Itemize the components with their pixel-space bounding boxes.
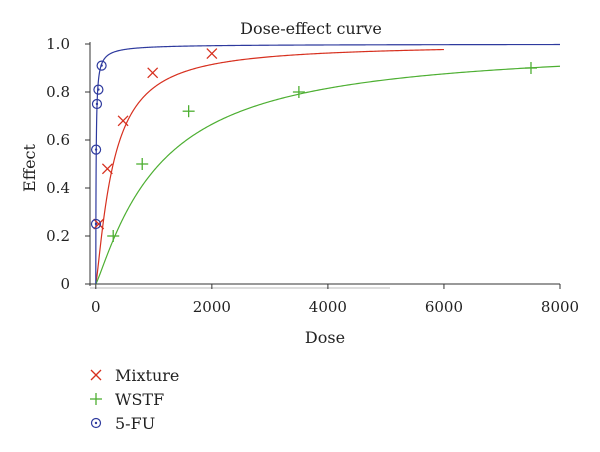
data-point-5-fu [93, 84, 104, 95]
data-point-mixture [117, 115, 129, 127]
data-point-5-fu [90, 218, 102, 230]
data-markers [90, 48, 537, 242]
data-point-5-fu [91, 98, 103, 110]
plot-frame [89, 42, 560, 289]
y-axis-title: Effect [20, 143, 39, 191]
data-point-wstf [107, 230, 120, 242]
curve-wstf [95, 65, 561, 285]
y-tick-label: 0.6 [46, 131, 70, 149]
y-tick-label: 0.8 [46, 83, 70, 101]
x-tick-label: 0 [91, 298, 101, 316]
y-tick-label: 0 [60, 275, 70, 293]
x-tick-label: 2000 [193, 298, 231, 316]
data-point-wstf [136, 158, 149, 170]
data-point-mixture [101, 163, 113, 175]
x-tick-label: 4000 [309, 298, 347, 316]
curve-5-fu [95, 43, 560, 284]
data-point-mixture [206, 48, 218, 60]
x-tick-label: 8000 [541, 298, 579, 316]
x-tick-label: 6000 [425, 298, 463, 316]
legend-marker-mixture [90, 369, 102, 381]
y-tick-label: 0.2 [46, 227, 70, 245]
data-point-mixture [93, 218, 105, 230]
chart-title: Dose-effect curve [240, 19, 382, 38]
y-axis-ticks: 0 0.2 0.4 0.6 0.8 1.0 [46, 35, 90, 293]
data-point-5-fu [96, 60, 107, 71]
legend: Mixture WSTF 5-FU [90, 366, 179, 433]
data-point-5-fu [90, 144, 102, 155]
data-point-wstf [182, 105, 195, 118]
legend-label-5-fu: 5-FU [115, 414, 155, 433]
legend-marker-wstf [90, 393, 102, 405]
y-tick-label: 1.0 [46, 35, 70, 53]
fitted-curves [95, 43, 561, 285]
legend-label-mixture: Mixture [115, 366, 179, 385]
data-point-wstf [292, 86, 305, 98]
x-axis-title: Dose [305, 328, 345, 347]
y-tick-label: 0.4 [46, 179, 70, 197]
legend-label-wstf: WSTF [115, 390, 164, 409]
data-point-mixture [147, 67, 159, 79]
data-point-wstf [524, 62, 537, 74]
legend-marker-5-fu [90, 417, 102, 429]
x-axis-ticks: 0 2000 4000 6000 8000 [91, 284, 579, 316]
curve-mixture [95, 48, 444, 285]
